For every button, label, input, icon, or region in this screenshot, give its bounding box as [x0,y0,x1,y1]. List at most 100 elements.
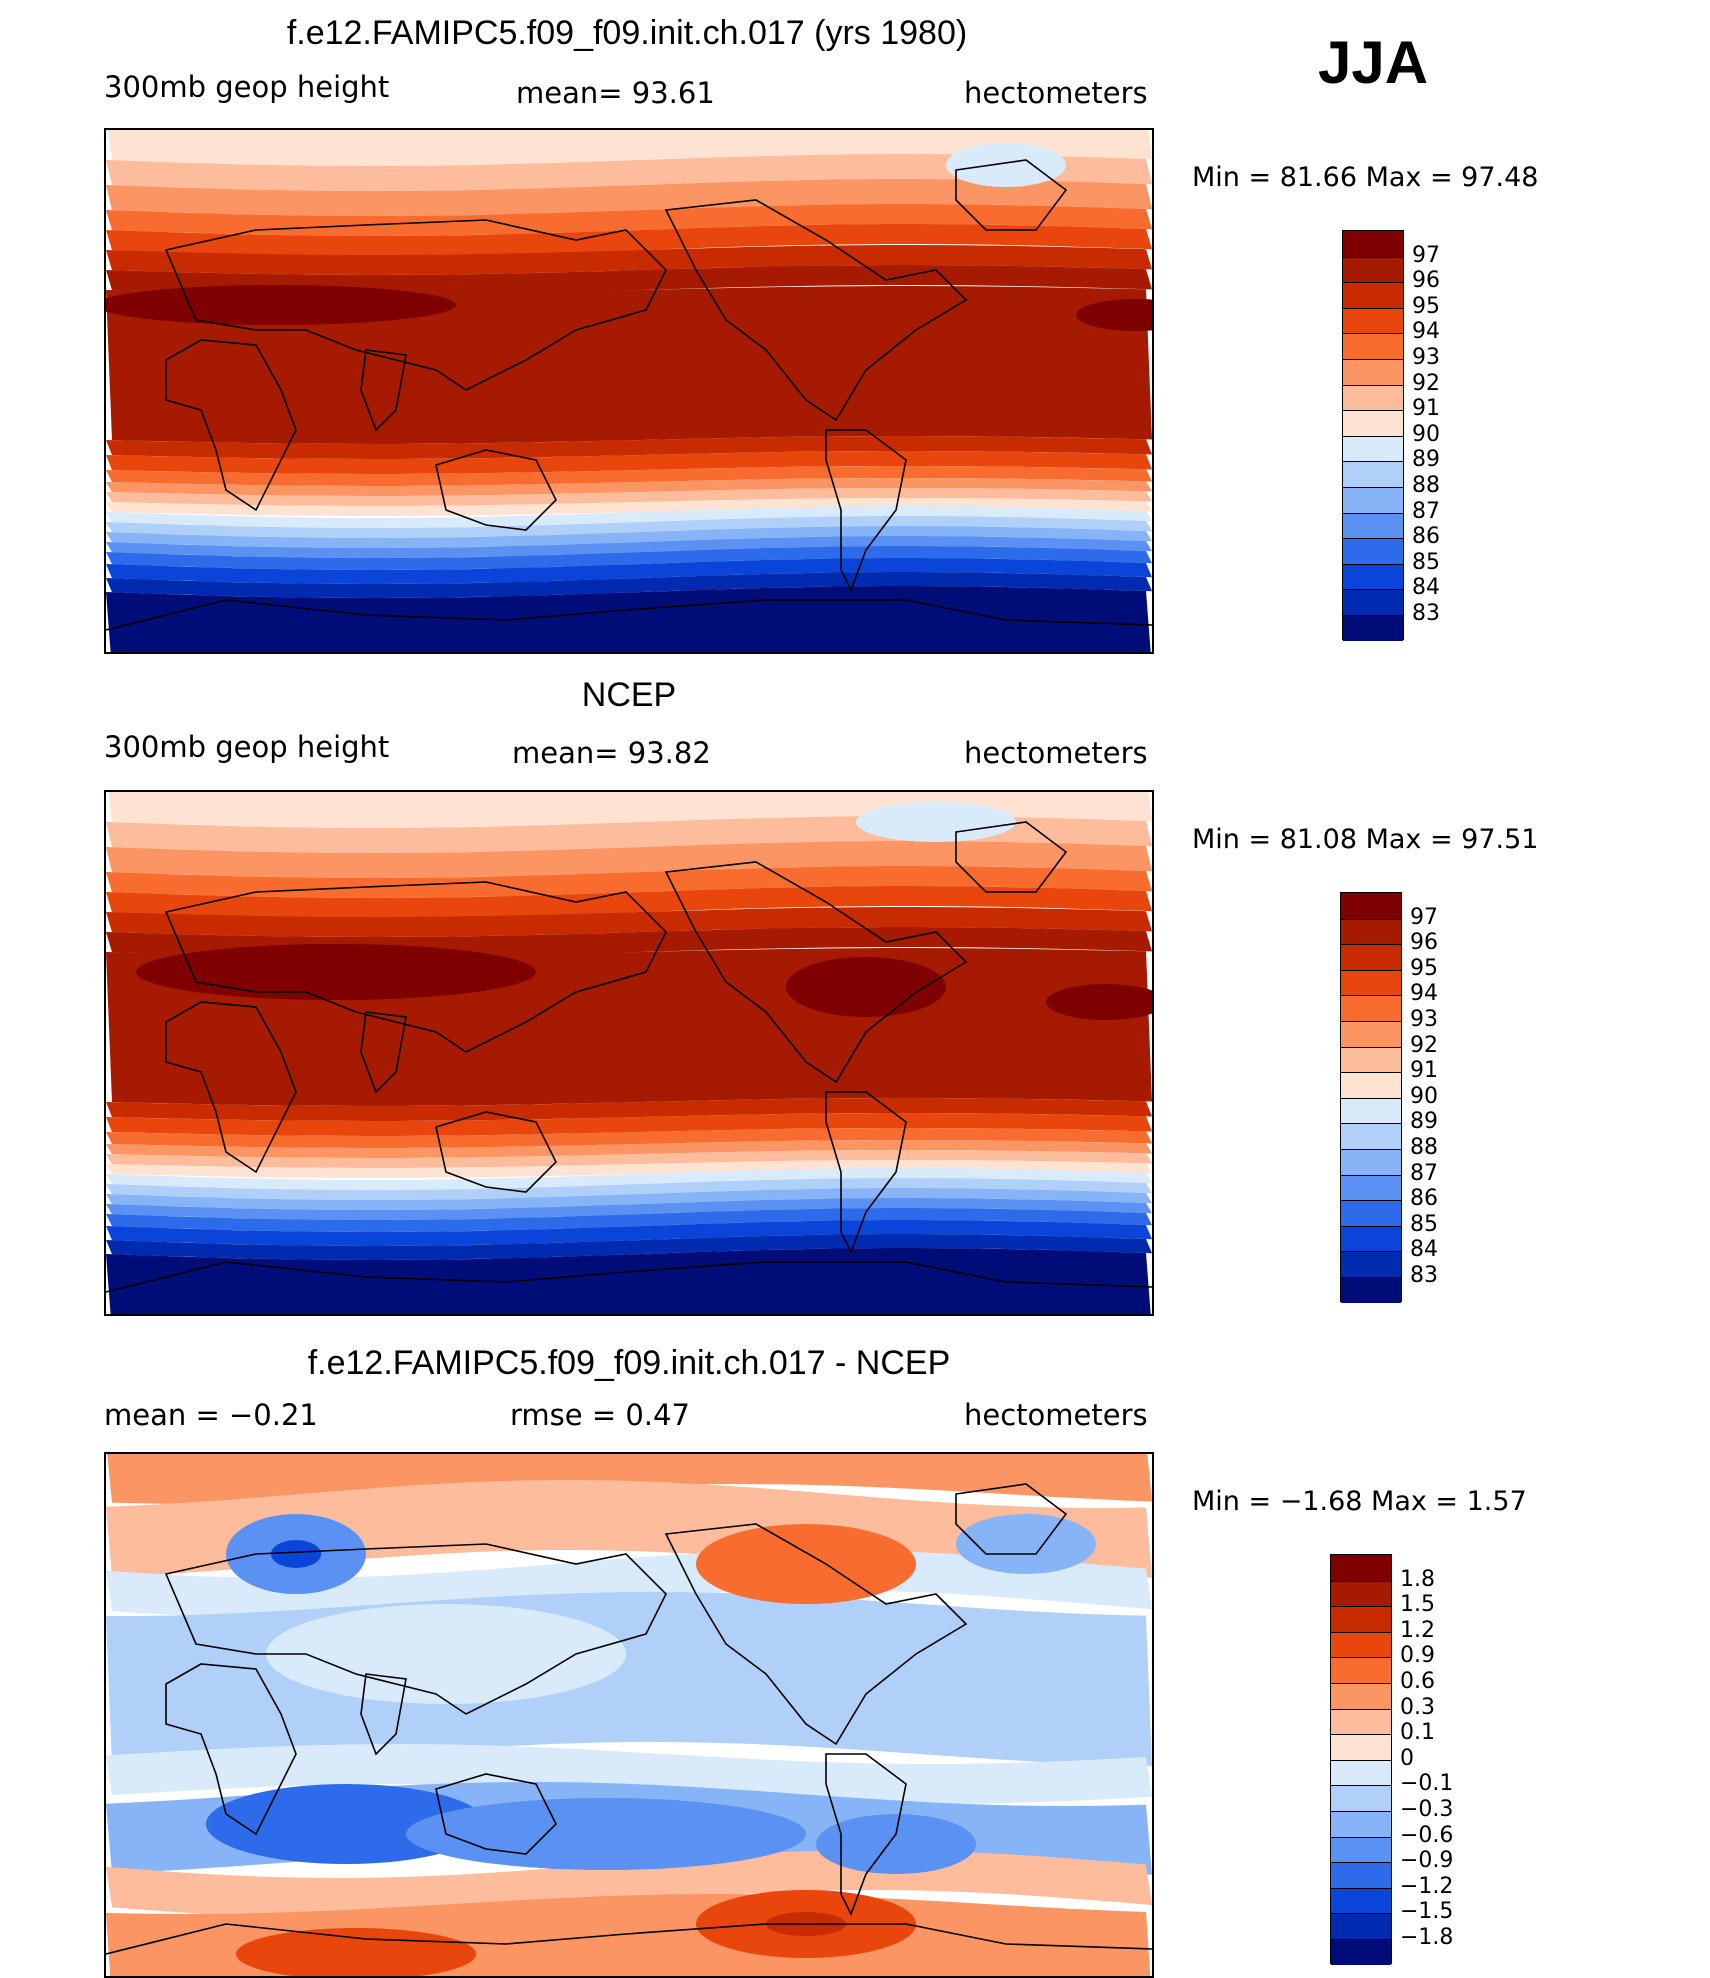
colorbar-tick-label: −1.8 [1400,1925,1454,1950]
colorbar-swatch [1341,944,1401,970]
colorbar-swatch [1331,1785,1391,1811]
colorbar-swatch [1341,1277,1401,1303]
colorbar-tick-label: 88 [1410,1135,1438,1160]
coastline [825,1753,907,1916]
contour-region [886,1664,1046,1744]
contour-band [106,1140,1152,1158]
contour-band [106,436,1152,459]
contour-band [106,245,1152,275]
colorbar-tick-label: 90 [1412,421,1440,447]
coastline [360,1011,407,1094]
colorbar-tick-label: 1.5 [1400,1592,1435,1618]
colorbar-tick-label: 94 [1412,319,1440,345]
coastline [825,1091,907,1254]
contour-band [106,1113,1152,1136]
contour-band [106,286,1152,444]
contour-region [136,944,536,1000]
colorbar-swatch [1341,893,1401,919]
map-panel-model [104,128,1154,654]
contour-band [106,506,1152,528]
colorbar-tick-label: 0.1 [1400,1720,1435,1746]
colorbar-tick-label: 1.8 [1400,1566,1435,1592]
map-svg [106,130,1152,652]
contour-region [956,1514,1096,1574]
mean-label: mean= 93.82 [512,736,711,770]
mean-label: mean= 93.61 [516,76,715,110]
colorbar-swatch [1331,1913,1391,1939]
colorbar-swatch [1341,969,1401,996]
colorbar-swatch [1341,1174,1401,1201]
coastline [955,159,1068,231]
colorbar-swatch [1341,995,1401,1021]
colorbar-tick-label: 0 [1400,1745,1414,1771]
colorbar-tick-label: 90 [1410,1083,1438,1109]
coastline [165,1001,297,1174]
coastline [664,861,968,1084]
map-panel-difference [104,1452,1154,1978]
contour-band [106,451,1152,474]
colorbar-tick-label: −0.9 [1400,1848,1454,1874]
colorbar-swatch [1343,461,1403,487]
coastline [106,1261,1152,1293]
colorbar-swatch [1331,1759,1391,1786]
coastline [360,349,407,432]
colorbar-box [1330,1554,1392,1965]
coastline [664,199,968,422]
coastline [435,1773,557,1855]
contour-region [1046,984,1152,1020]
colorbar-swatch [1341,1097,1401,1124]
contour-band [106,204,1152,236]
colorbar-swatch [1343,256,1403,283]
colorbar-tick-label: 0.3 [1400,1694,1435,1720]
variable-label: 300mb geop height [104,730,390,764]
contour-band [106,224,1152,256]
contour-band [106,1098,1152,1121]
contour-band [106,572,1152,598]
colorbar-swatch [1341,1225,1401,1252]
colorbar-swatch [1341,1072,1401,1098]
colorbar-tick-label: 97 [1412,242,1440,268]
contour-region [106,285,456,325]
colorbar-swatch [1343,231,1403,257]
colorbar-swatch [1341,1149,1401,1175]
colorbar-tick-label: 88 [1412,473,1440,498]
contour-band [106,1744,1152,1804]
colorbar-tick-label: 87 [1410,1160,1438,1186]
contour-band [106,1220,1152,1246]
map-svg [106,1454,1152,1976]
coastline [435,1111,557,1193]
contour-band [106,1168,1152,1190]
minmax-label: Min = −1.68 Max = 1.57 [1192,1486,1527,1517]
contour-band [106,536,1152,558]
colorbar-swatch [1343,282,1403,308]
panel-title: NCEP [581,676,677,714]
units-label: hectometers [964,736,1148,770]
map-panel-ncep [104,790,1154,1316]
contour-band [106,154,1152,191]
contour-band [106,1208,1152,1232]
colorbar-swatch [1343,512,1403,539]
colorbar-tick-label: 85 [1410,1211,1438,1237]
coastline [164,1543,667,1715]
colorbar-tick-label: −0.3 [1400,1797,1454,1822]
colorbar-tick-label: −1.2 [1400,1873,1454,1899]
contour-band [108,792,1152,828]
contour-region [696,1524,916,1604]
colorbar-swatch [1331,1683,1391,1709]
colorbar-tick-label: 89 [1412,447,1440,473]
colorbar-swatch [1341,1251,1401,1277]
contour-band [106,841,1152,878]
contour-band [108,130,1152,166]
colorbar-swatch [1331,1836,1391,1863]
colorbar-swatch [1331,1606,1391,1632]
contour-band [106,1160,1152,1178]
contour-region [816,1814,976,1874]
contour-band [106,466,1152,486]
colorbar-swatch [1343,563,1403,590]
colorbar-tick-label: 93 [1412,345,1440,370]
coastline [165,339,297,512]
colorbar-swatch [1343,615,1403,641]
contour-band [106,516,1152,538]
colorbar-swatch [1331,1555,1391,1581]
units-label: hectometers [964,76,1148,110]
